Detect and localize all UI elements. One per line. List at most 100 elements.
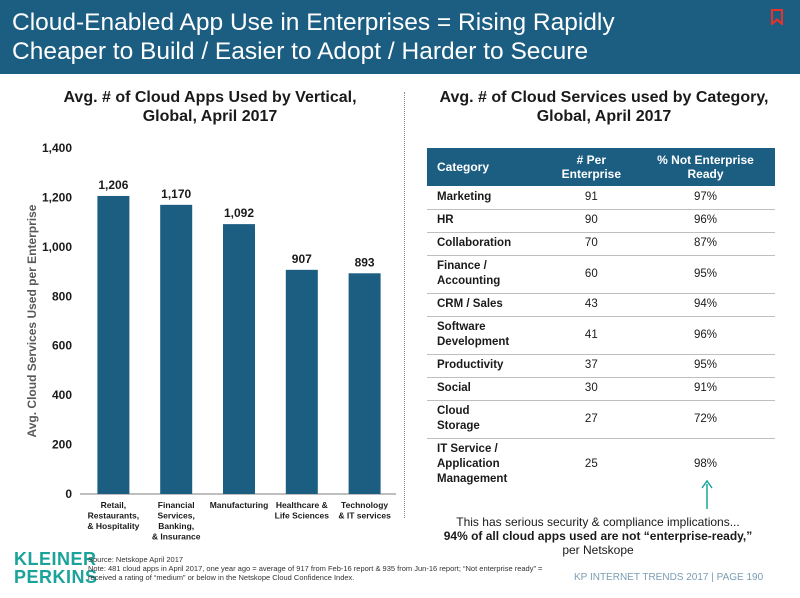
category-cell: Social (427, 377, 547, 401)
x-tick-label-line: Retail, (101, 500, 127, 510)
x-tick-label: Technology & IT services (338, 500, 391, 521)
table-row: Marketing 91 97% (427, 186, 775, 210)
section-divider (404, 92, 405, 518)
per-enterprise-cell: 70 (546, 232, 637, 256)
header-banner: Cloud-Enabled App Use in Enterprises = R… (0, 0, 800, 74)
logo-line1: KLEINER (14, 549, 97, 569)
category-cell: Cloud Storage (427, 400, 547, 439)
per-enterprise-cell: 37 (546, 354, 637, 378)
implication-note: This has serious security & compliance i… (418, 515, 778, 557)
table-title-line2: Global, April 2017 (536, 108, 672, 125)
x-tick-label-line: Manufacturing (210, 500, 269, 510)
x-tick-label-line: & IT services (338, 511, 391, 521)
per-enterprise-cell: 41 (546, 316, 637, 355)
chart-title-line2: Global, April 2017 (142, 108, 278, 125)
table-row: Productivity 37 95% (427, 354, 775, 378)
category-cell: Productivity (427, 354, 547, 378)
y-tick-label: 1,200 (42, 190, 72, 204)
services-table: Category # Per Enterprise% Not Enterprise R… (427, 148, 775, 490)
x-tick-label-line: Restaurants, (88, 511, 140, 521)
bar-value-label: 1,092 (224, 206, 254, 220)
chart-title: Avg. # of Cloud Apps Used by Vertical, G… (20, 88, 400, 126)
y-tick-label: 600 (52, 339, 72, 353)
per-enterprise-cell: 60 (546, 255, 637, 294)
x-tick-label-line: Services, (158, 511, 195, 521)
table-row: Finance / Accounting 60 95% (427, 255, 775, 294)
bar (348, 273, 381, 494)
not-ready-cell: 91% (636, 377, 775, 401)
category-cell: IT Service / Application Management (437, 442, 508, 485)
slide-title: Cloud-Enabled App Use in Enterprises = R… (12, 8, 752, 66)
x-tick-label: Financial Services, Banking, & Insurance (152, 500, 201, 542)
table-header-cell: % Not Enterprise Ready (636, 148, 775, 186)
implication-line2: 94% of all cloud apps used are not “ente… (443, 529, 753, 543)
table-header-row: Category # Per Enterprise% Not Enterprise R… (427, 148, 775, 186)
source-note: Source: Netskope April 2017 Note: 481 cl… (88, 555, 558, 582)
chart-title-line1: Avg. # of Cloud Apps Used by Vertical, (63, 89, 357, 106)
per-enterprise-cell: 90 (546, 209, 637, 233)
x-tick-label: Retail, Restaurants, & Hospitality (87, 500, 139, 531)
x-tick-label-line: & Insurance (152, 532, 201, 542)
source-line2: Note: 481 cloud apps in April 2017, one … (88, 564, 543, 573)
not-ready-cell: 87% (636, 232, 775, 256)
table-title: Avg. # of Cloud Services used by Categor… (408, 88, 800, 126)
slide-title-line1: Cloud-Enabled App Use in Enterprises = R… (12, 9, 615, 36)
x-tick-label-line: Financial (158, 500, 195, 510)
logo-line2: PERKINS (14, 567, 98, 587)
not-ready-cell: 95% (636, 354, 775, 378)
not-ready-cell: 94% (636, 293, 775, 317)
table-title-line1: Avg. # of Cloud Services used by Categor… (439, 89, 769, 106)
bar-value-label: 1,170 (161, 187, 191, 201)
table-row: Cloud Storage 27 72% (427, 400, 775, 439)
x-tick-label-line: Technology (341, 500, 388, 510)
x-tick-label-line: Life Sciences (275, 511, 330, 521)
table-header-cell: Category (427, 148, 547, 186)
implication-line3: per Netskope (562, 543, 634, 557)
category-cell: Finance / Accounting (427, 255, 547, 294)
x-tick-label-line: Healthcare & (276, 500, 328, 510)
bar-value-label: 1,206 (98, 178, 128, 192)
bar (223, 224, 255, 494)
category-cell: CRM / Sales (427, 293, 547, 317)
not-ready-cell: 98% (694, 457, 718, 470)
per-enterprise-cell: 27 (546, 400, 637, 439)
category-cell: Collaboration (427, 232, 547, 256)
arrow-up-icon (701, 480, 713, 509)
table-row: Collaboration 70 87% (427, 232, 775, 256)
y-tick-label: 400 (52, 388, 72, 402)
source-line3: received a rating of “medium” or below i… (88, 573, 355, 582)
y-tick-label: 0 (65, 487, 72, 501)
x-tick-label-line: Banking, (158, 521, 194, 531)
table-row: IT Service / Application Management 25 98% (427, 438, 775, 490)
category-cell: Software Development (427, 316, 547, 355)
slide-title-line2: Cheaper to Build / Easier to Adopt / Har… (12, 38, 589, 65)
per-enterprise-cell: 43 (546, 293, 637, 317)
bar (97, 195, 130, 494)
not-ready-cell: 96% (636, 316, 775, 355)
page-footer: KP INTERNET TRENDS 2017 | PAGE 190 (574, 572, 764, 583)
implication-line1: This has serious security & compliance i… (456, 515, 740, 529)
per-enterprise-cell: 25 (584, 457, 598, 470)
y-tick-label: 1,000 (42, 240, 72, 254)
category-cell: HR (427, 209, 547, 233)
per-enterprise-cell: 30 (546, 377, 637, 401)
not-ready-cell: 97% (636, 186, 775, 210)
x-tick-label: Manufacturing (210, 500, 269, 510)
table-row: HR 90 96% (427, 209, 775, 233)
bar-chart: Avg. Cloud Services Used per Enterprise 0… (25, 141, 396, 542)
category-cell: Marketing (427, 186, 547, 210)
bar (285, 269, 318, 494)
bar (160, 204, 193, 494)
y-tick-label: 800 (52, 289, 72, 303)
bar-value-label: 893 (355, 255, 375, 269)
y-axis-label: Avg. Cloud Services Used per Enterprise (25, 204, 39, 437)
not-ready-cell: 95% (636, 255, 775, 294)
table-row: Software Development 41 96% (427, 316, 775, 355)
y-tick-label: 200 (52, 438, 72, 452)
per-enterprise-cell: 91 (546, 186, 637, 210)
not-ready-cell: 72% (636, 400, 775, 439)
x-tick-label-line: & Hospitality (87, 521, 139, 531)
not-ready-cell: 96% (636, 209, 775, 233)
bookmark-icon[interactable] (771, 9, 783, 25)
table-header-cell: # Per Enterprise (546, 148, 637, 186)
